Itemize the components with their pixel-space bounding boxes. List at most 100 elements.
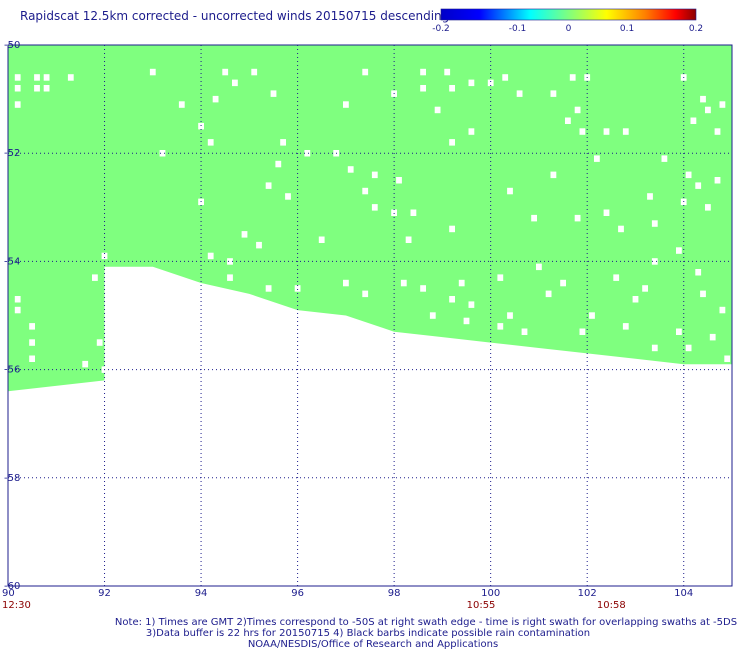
missing-cell	[622, 323, 629, 330]
missing-cell	[67, 74, 74, 81]
missing-cell	[463, 317, 470, 325]
missing-cell	[651, 220, 658, 227]
missing-cell	[719, 306, 726, 314]
missing-cell	[449, 296, 455, 303]
missing-cell	[676, 247, 682, 254]
missing-cell	[14, 296, 21, 303]
x-tick-label: 100	[481, 588, 500, 599]
missing-cell	[420, 285, 426, 292]
missing-cell	[429, 312, 436, 319]
missing-cell	[29, 323, 35, 330]
y-axis: -50 -52 -54 -56 -58 -60	[4, 40, 20, 592]
missing-cell	[545, 290, 552, 298]
missing-cell	[294, 285, 301, 292]
missing-cell	[82, 360, 89, 368]
missing-cell	[714, 177, 721, 184]
missing-cell	[362, 187, 369, 195]
missing-cell	[43, 85, 50, 92]
missing-cell	[241, 231, 248, 238]
missing-cell	[265, 182, 272, 189]
missing-cell	[714, 128, 721, 135]
missing-cell	[410, 209, 417, 216]
missing-cell	[343, 101, 349, 108]
plot-frame	[7, 44, 733, 587]
missing-cell	[468, 128, 475, 135]
missing-cell	[212, 95, 219, 103]
missing-cell	[700, 290, 706, 298]
missing-cell	[695, 269, 702, 276]
missing-cell	[29, 339, 35, 346]
y-tick-label: -58	[4, 473, 20, 484]
x-tick-label: 104	[674, 588, 693, 599]
missing-cell	[579, 128, 586, 135]
missing-cell	[719, 101, 726, 108]
missing-cell	[391, 209, 397, 216]
time-label: 12:30	[2, 600, 31, 611]
colorbar-label: 0	[566, 24, 572, 34]
missing-cell	[434, 106, 441, 114]
missing-cell	[531, 214, 537, 222]
missing-cell	[468, 79, 475, 87]
missing-cell	[560, 279, 566, 287]
missing-cell	[149, 68, 156, 76]
missing-cell	[647, 193, 653, 200]
missing-cell	[270, 90, 277, 97]
missing-cell	[14, 85, 21, 92]
missing-cell	[579, 328, 586, 335]
x-axis: 90 92 94 96 98 100 102 104	[2, 588, 693, 599]
missing-cell	[265, 285, 272, 292]
missing-cell	[497, 274, 504, 281]
x-tick-label: 94	[195, 588, 208, 599]
x-tick-label: 92	[98, 588, 111, 599]
x-tick-label: 102	[578, 588, 597, 599]
missing-cell	[227, 258, 233, 265]
missing-cell	[444, 68, 451, 76]
x-tick-label: 96	[291, 588, 304, 599]
missing-cell	[574, 106, 581, 114]
missing-cell	[603, 209, 610, 216]
missing-cell	[705, 204, 711, 211]
missing-cell	[251, 68, 258, 76]
note-line-2: 3)Data buffer is 22 hrs for 20150715 4) …	[146, 628, 590, 639]
missing-cell	[521, 328, 528, 335]
missing-cell	[420, 68, 426, 76]
chart-title: Rapidscat 12.5km corrected - uncorrected…	[20, 9, 449, 23]
missing-cell	[487, 79, 494, 87]
missing-cell	[695, 182, 702, 189]
y-tick-label: -56	[4, 365, 20, 376]
missing-cell	[101, 252, 108, 260]
note-line-3: NOAA/NESDIS/Office of Research and Appli…	[248, 639, 498, 650]
missing-cell	[516, 90, 523, 97]
missing-cell	[304, 150, 311, 157]
missing-cell	[661, 155, 668, 162]
missing-cell	[449, 225, 455, 233]
colorbar: -0.2 -0.1 0 0.1 0.2	[432, 8, 703, 34]
missing-cell	[458, 279, 465, 287]
wind-difference-field	[8, 45, 732, 392]
colorbar-label: 0.1	[620, 24, 634, 34]
x-tick-label: 98	[388, 588, 401, 599]
missing-cell	[96, 339, 103, 346]
missing-cell	[565, 117, 571, 124]
missing-cell	[613, 274, 620, 281]
missing-cell	[371, 171, 378, 179]
missing-cell	[622, 128, 629, 135]
missing-cell	[594, 155, 600, 162]
missing-cell	[396, 177, 402, 184]
missing-cell	[507, 187, 513, 195]
missing-cell	[347, 166, 354, 173]
missing-cell	[724, 355, 731, 362]
missing-cell	[280, 139, 286, 146]
missing-cell	[362, 290, 369, 298]
missing-cell	[400, 279, 407, 287]
missing-cell	[468, 301, 475, 308]
missing-cell	[222, 68, 229, 76]
missing-cell	[651, 344, 658, 352]
y-tick-label: -54	[4, 256, 20, 267]
missing-cell	[29, 355, 35, 362]
y-tick-label: -50	[4, 40, 20, 51]
missing-cell	[405, 236, 412, 243]
missing-cell	[676, 328, 682, 335]
missing-cell	[14, 74, 21, 81]
